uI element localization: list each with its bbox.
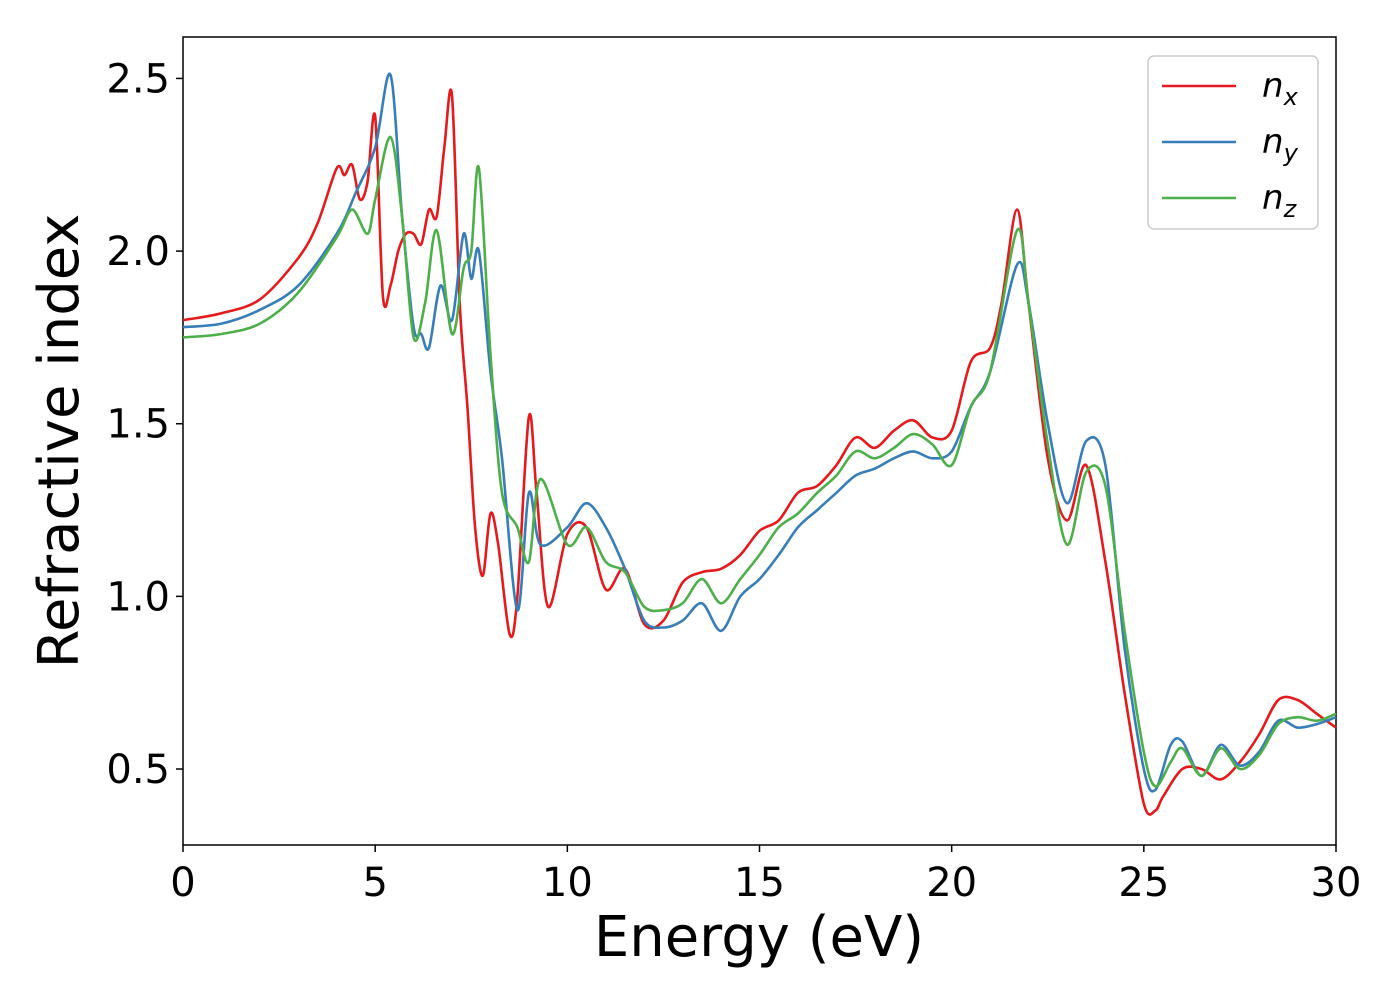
legend-label-nz: nz [1262,178,1298,223]
x-tick-label: 0 [170,860,195,906]
legend-label-ny: ny [1262,122,1299,167]
x-tick-label: 10 [542,860,593,906]
x-tick-label: 20 [926,860,977,906]
x-axis: 0 5 10 15 20 25 30 [170,845,1361,906]
y-axis-title: Refractive index [27,214,92,669]
x-tick-label: 30 [1311,860,1362,906]
x-tick-label: 15 [734,860,785,906]
y-tick-label: 1.5 [106,402,170,448]
series-layer [182,72,1337,816]
y-axis: 0.5 1.0 1.5 2.0 2.5 [106,56,183,793]
x-tick-label: 25 [1118,860,1169,906]
series-line-nx [182,88,1337,816]
series-line-ny [182,72,1337,793]
y-tick-label: 0.5 [106,747,170,793]
y-tick-label: 2.0 [106,229,170,275]
x-tick-label: 5 [362,860,387,906]
plot-area [182,36,1337,846]
y-tick-label: 2.5 [106,56,170,102]
x-axis-title: Energy (eV) [594,905,924,970]
y-tick-label: 1.0 [106,574,170,620]
series-line-nz [182,135,1337,788]
legend: nx ny nz [1147,55,1319,230]
legend-label-nx: nx [1262,66,1299,111]
